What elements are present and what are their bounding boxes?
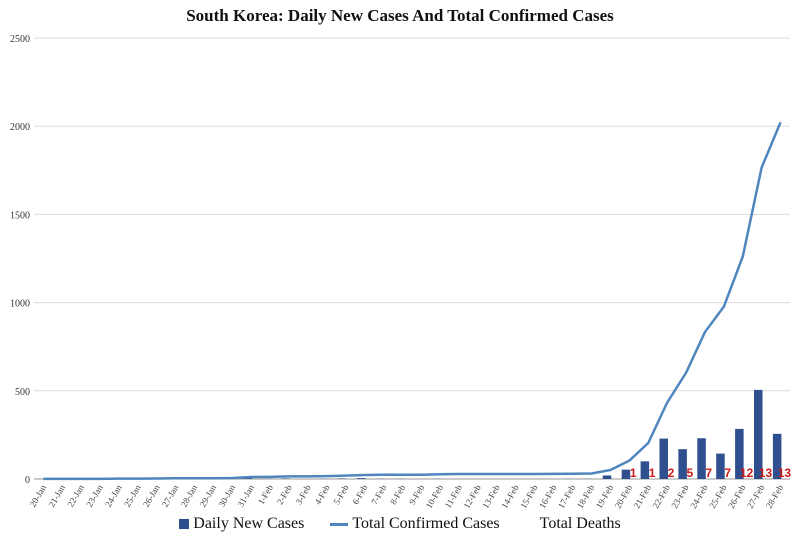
bar (357, 478, 366, 479)
x-tick-label: 14-Feb (499, 483, 521, 511)
x-tick-label: 27-Jan (160, 483, 181, 509)
chart-title: South Korea: Daily New Cases And Total C… (186, 6, 614, 25)
legend-item-total-confirmed-cases: Total Confirmed Cases (330, 515, 500, 533)
x-tick-label: 3-Feb (294, 483, 313, 507)
x-tick-label: 25-Jan (122, 483, 143, 509)
series-line (43, 121, 782, 481)
x-tick-label: 2-Feb (275, 483, 294, 507)
x-tick-label: 23-Jan (84, 483, 105, 509)
x-tick-label: 31-Jan (235, 483, 256, 509)
x-tick-label: 15-Feb (518, 483, 540, 511)
x-tick-label: 10-Feb (424, 483, 446, 511)
bar (697, 438, 706, 479)
death-label: 1 (630, 466, 637, 480)
x-tick-label: 26-Jan (141, 483, 162, 509)
x-tick-label: 16-Feb (537, 483, 559, 511)
x-tick-label: 28-Jan (179, 483, 200, 509)
legend-label-total-deaths: Total Deaths (539, 515, 621, 532)
legend-swatch-none (526, 519, 536, 529)
bar (338, 478, 347, 479)
x-tick-label: 24-Jan (103, 483, 124, 509)
x-tick-label: 1-Feb (256, 483, 275, 507)
y-tick-label: 500 (15, 387, 30, 398)
y-tick-label: 2000 (10, 122, 30, 133)
x-tick-label: 20-Jan (28, 483, 49, 509)
bar (602, 475, 612, 479)
legend-item-daily-new-cases: Daily New Cases (179, 515, 304, 533)
x-tick-label: 7-Feb (369, 483, 388, 507)
death-label: 2 (668, 466, 675, 480)
x-tick-label: 19-Feb (594, 483, 616, 511)
x-tick-label: 18-Feb (575, 483, 597, 511)
x-tick-label: 9-Feb (407, 483, 426, 507)
legend: Daily New Cases Total Confirmed Cases To… (0, 515, 800, 533)
y-tick-label: 1000 (10, 299, 30, 310)
legend-label-total-confirmed-cases: Total Confirmed Cases (352, 515, 500, 532)
bar (621, 469, 631, 479)
x-tick-label: 30-Jan (217, 483, 238, 509)
x-tick-label: 20-Feb (613, 483, 635, 511)
death-label: 5 (687, 466, 694, 480)
x-tick-label: 25-Feb (707, 483, 729, 511)
x-tick-label: 22-Feb (650, 483, 672, 511)
bar (753, 389, 763, 479)
legend-item-total-deaths: Total Deaths (526, 515, 621, 533)
legend-swatch-bar (179, 519, 190, 529)
legend-label-daily-new-cases: Daily New Cases (193, 515, 305, 532)
death-label: 7 (724, 466, 731, 480)
x-tick-label: 5-Feb (331, 483, 350, 507)
y-tick-label: 0 (25, 475, 30, 486)
x-tick-label: 27-Feb (745, 483, 767, 511)
x-tick-label: 21-Jan (46, 483, 67, 509)
x-tick-label: 12-Feb (461, 483, 483, 511)
bar (716, 453, 725, 479)
death-label: 7 (705, 466, 712, 480)
x-tick-label: 6-Feb (350, 483, 369, 507)
x-tick-label: 24-Feb (688, 483, 710, 511)
x-tick-label: 28-Feb (764, 483, 786, 511)
x-tick-label: 22-Jan (65, 483, 86, 509)
death-label: 13 (778, 466, 792, 480)
death-label: 13 (759, 466, 773, 480)
y-tick-label: 1500 (10, 210, 30, 221)
bar (640, 461, 650, 479)
bar (735, 428, 744, 479)
bar (659, 438, 669, 479)
death-label: 1 (649, 466, 656, 480)
x-tick-label: 17-Feb (556, 483, 578, 511)
chart-plot: 0500100015002000250020-Jan21-Jan22-Jan23… (10, 34, 792, 511)
x-tick-label: 26-Feb (726, 483, 748, 511)
bar (281, 478, 291, 479)
x-tick-label: 21-Feb (632, 483, 654, 511)
x-tick-label: 23-Feb (669, 483, 691, 511)
x-tick-label: 29-Jan (198, 483, 219, 509)
y-tick-label: 2500 (10, 34, 30, 45)
bar (243, 478, 253, 479)
death-label: 12 (740, 466, 754, 480)
bar (772, 433, 782, 479)
legend-swatch-line (330, 522, 349, 526)
x-tick-label: 8-Feb (388, 483, 407, 507)
x-tick-label: 13-Feb (480, 483, 502, 511)
x-tick-label: 4-Feb (313, 483, 332, 507)
bar (678, 449, 687, 479)
